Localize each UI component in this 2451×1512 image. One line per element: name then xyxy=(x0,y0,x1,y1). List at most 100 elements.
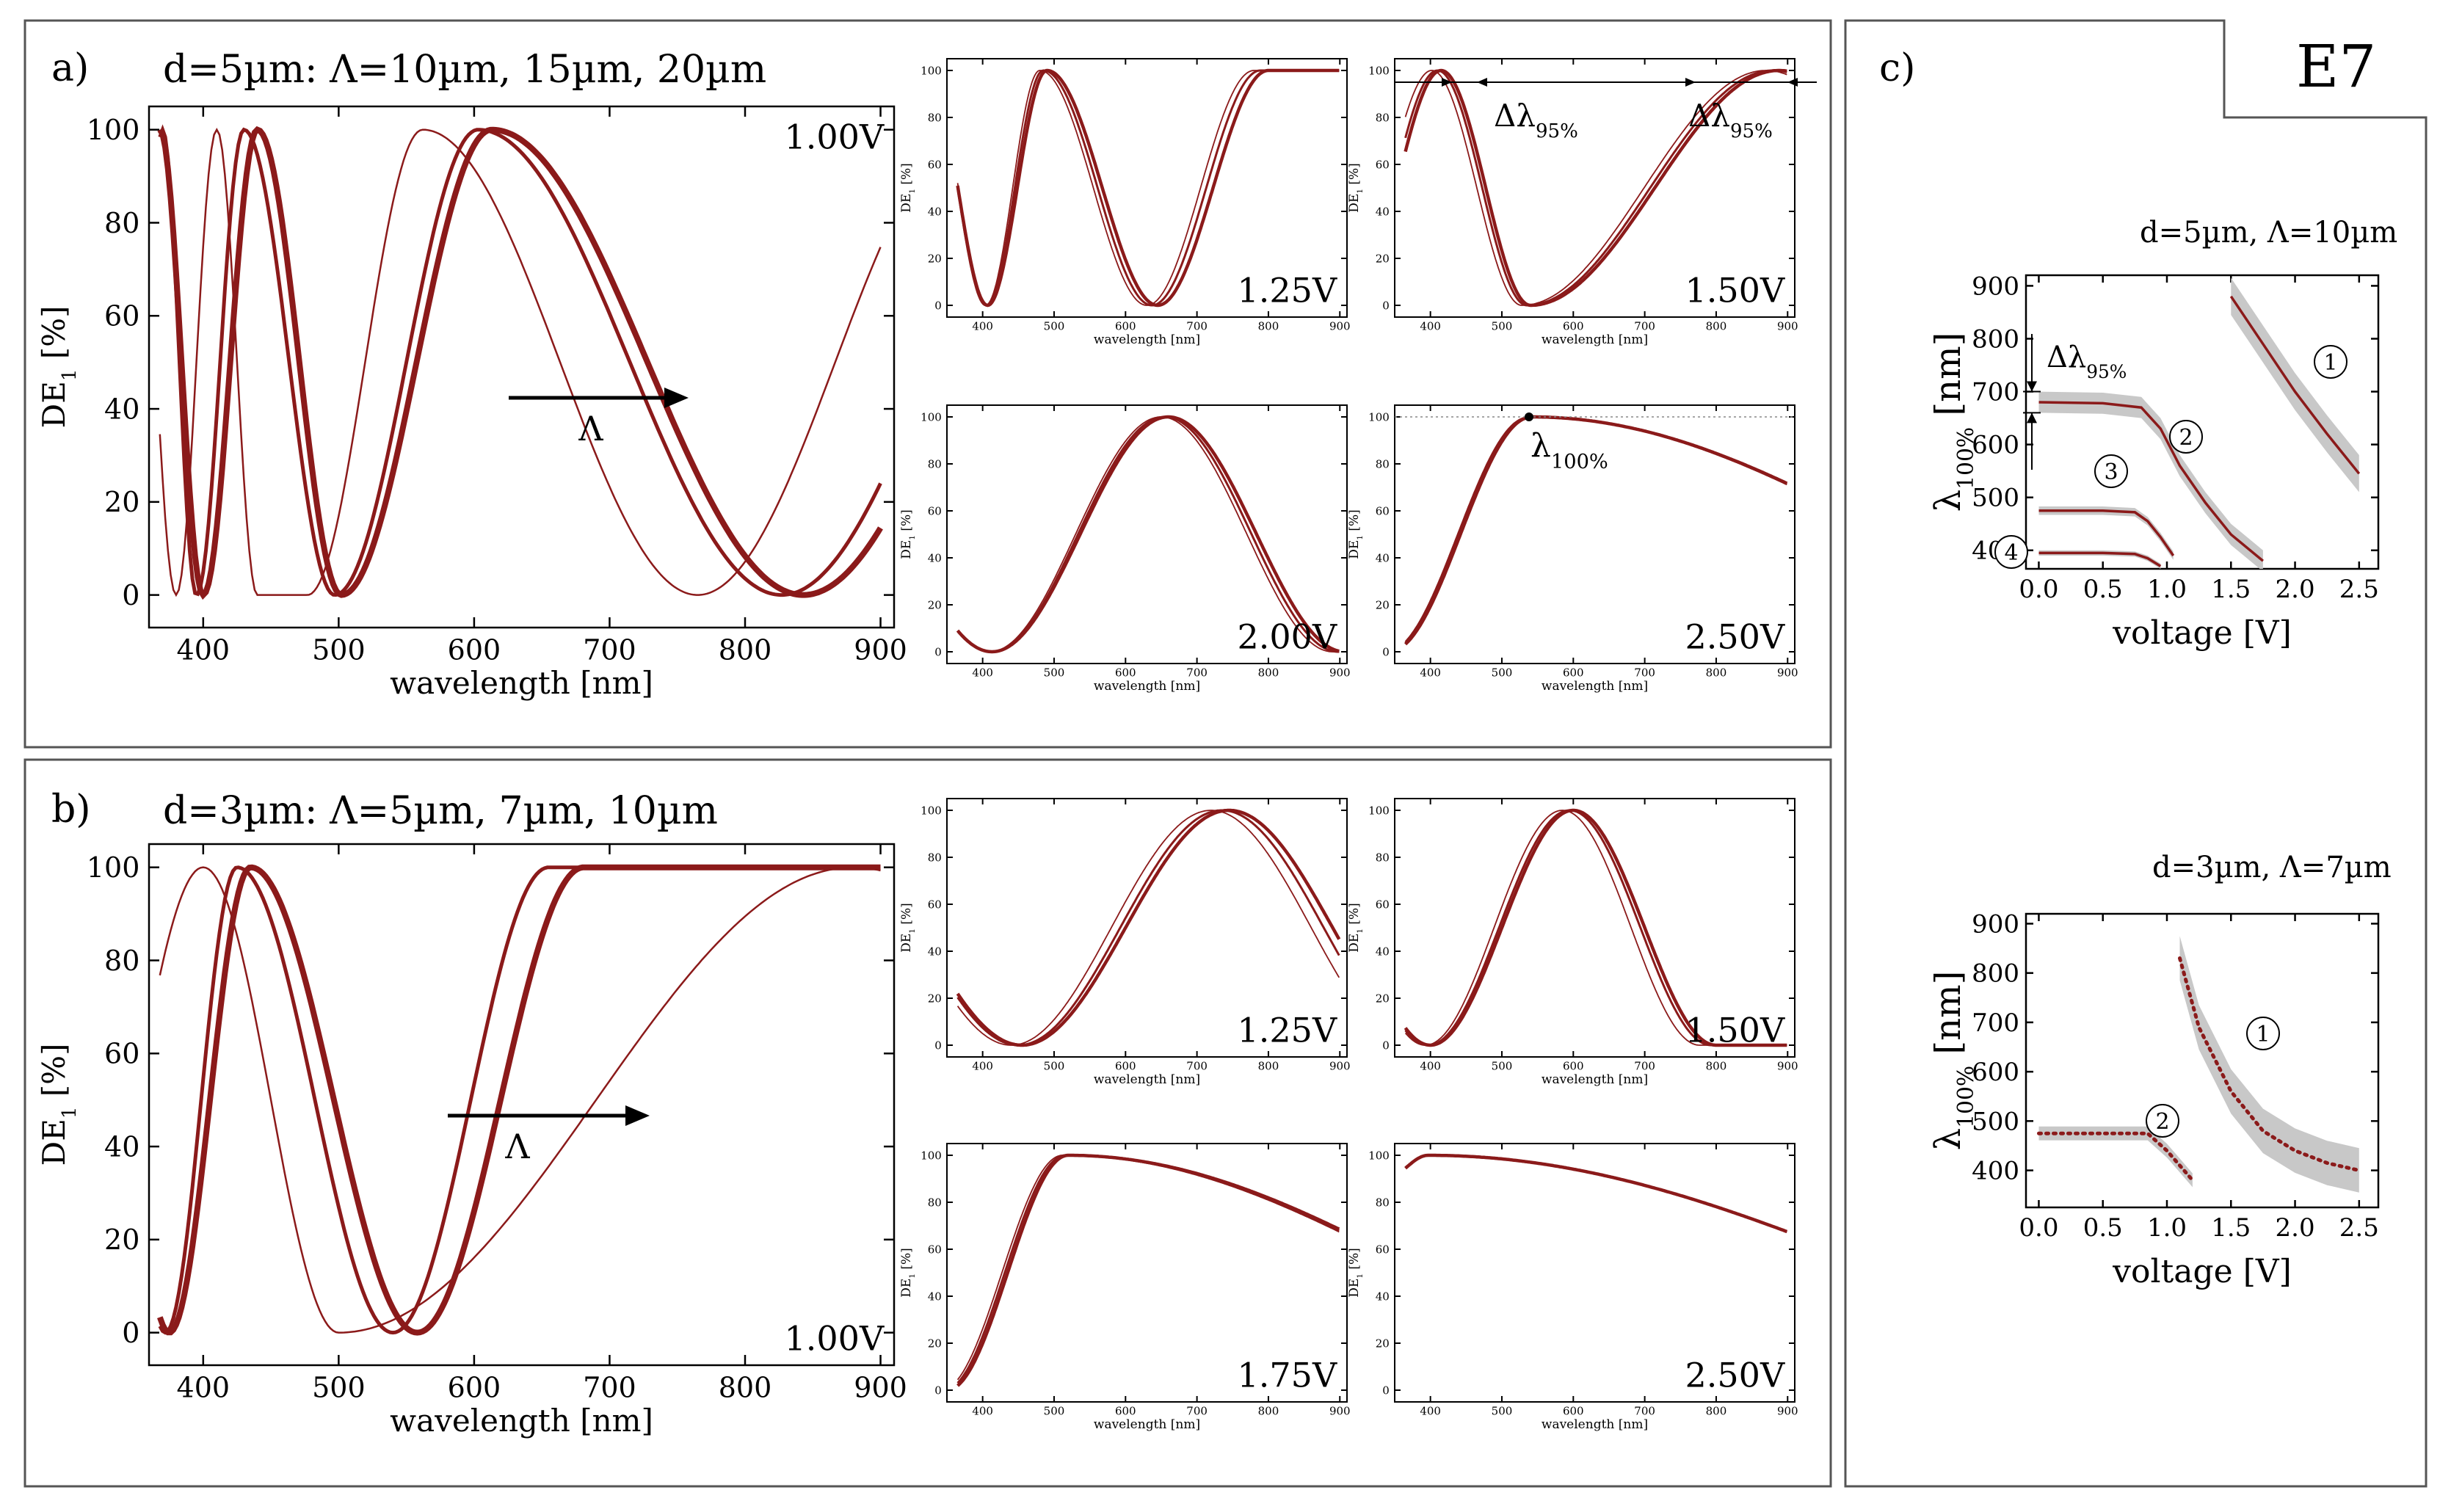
b-main-xtick-label: 500 xyxy=(312,1372,366,1404)
c-top-ytick-label: 900 xyxy=(1972,272,2019,301)
a-250-ylabel-unit: [%] xyxy=(1347,509,1362,535)
b-150-ytick-label: 80 xyxy=(1376,851,1390,864)
b-main-voltage-label: 1.00V xyxy=(785,1318,885,1358)
c-top-branch-3-band xyxy=(2038,506,2174,560)
c-top-label-3-circle xyxy=(2094,454,2128,488)
b-250-xtick-label: 500 xyxy=(1492,1404,1513,1417)
a-250-ytick-label: 80 xyxy=(1376,457,1390,470)
a-main-xtick-label: 400 xyxy=(177,634,230,666)
a-125-xtick-label: 600 xyxy=(1115,319,1136,332)
b-175-ytick-label: 0 xyxy=(934,1384,942,1397)
c-bottom-plot-frame xyxy=(2025,912,2380,1209)
b-175-ytick-label: 60 xyxy=(928,1243,942,1256)
a-main-ylabel-main: DE xyxy=(36,381,72,428)
a-main-xtick-label: 700 xyxy=(583,634,636,666)
a-200-ytick-label: 80 xyxy=(928,457,942,470)
a-150-xtick-label: 400 xyxy=(1420,319,1441,332)
c-top-branch-1-band xyxy=(2231,277,2359,493)
a-150-ytick-label: 20 xyxy=(1376,252,1390,265)
a-150-xtick-label: 600 xyxy=(1563,319,1584,332)
a-250-ytick-label: 100 xyxy=(1368,410,1390,424)
a-200-plot-frame xyxy=(946,404,1348,664)
c-bottom-label-1-text: 1 xyxy=(2256,1022,2270,1047)
a-200-ylabel-unit: [%] xyxy=(899,509,914,535)
a-200-xtick-label: 800 xyxy=(1258,666,1279,679)
c-top-plot-frame xyxy=(2025,274,2380,570)
b-250-xtick-label: 400 xyxy=(1420,1404,1441,1417)
b-250-ytick-label: 60 xyxy=(1376,1243,1390,1256)
a-250-peak-dot xyxy=(1524,412,1533,421)
c-bottom-ytick-label: 600 xyxy=(1972,1058,2019,1087)
a-200-xtick-label: 500 xyxy=(1044,666,1065,679)
a-125-ytick-label: 80 xyxy=(928,111,942,124)
a-main-series-3 xyxy=(157,126,883,600)
a-200-voltage-label: 2.00V xyxy=(1238,617,1337,656)
b-175-xlabel: wavelength [nm] xyxy=(1094,1417,1200,1432)
a-main-axes: 400 500 600 700 800 900 0 20 40 60 80 100 wavelength… xyxy=(36,105,907,701)
panel-c-frame xyxy=(1844,19,2428,1488)
a-150-xtick-label: 800 xyxy=(1706,319,1727,332)
c-top-label-3-text: 3 xyxy=(2104,459,2118,485)
b-main-xtick-label: 700 xyxy=(583,1372,636,1404)
b-175-ytick-label: 20 xyxy=(928,1337,942,1350)
c-bottom-xtick-label: 2.0 xyxy=(2276,1213,2315,1243)
c-top-label-4-circle xyxy=(1994,535,2028,569)
a-125-series-3 xyxy=(956,68,1340,308)
a-200-ylabel: DE1 [%] xyxy=(899,509,917,559)
b-125-xtick-label: 900 xyxy=(1329,1059,1351,1072)
a-250-ytick-label: 40 xyxy=(1376,551,1390,564)
c-bottom-ytick-label: 500 xyxy=(1972,1107,2019,1136)
a-200-xtick-label: 600 xyxy=(1115,666,1136,679)
a-200-series-1 xyxy=(956,416,1340,653)
a-150-delta-right-main: Δλ xyxy=(1688,98,1730,134)
b-150-voltage-label: 1.50V xyxy=(1685,1010,1785,1050)
b-125-ytick-label: 40 xyxy=(928,945,942,958)
a-125-xtick-label: 800 xyxy=(1258,319,1279,332)
a-200-ylabel-sub: 1 xyxy=(908,535,917,540)
charts-layer: 400 500 600 700 800 900 0 20 40 60 80 100 wavelength… xyxy=(36,58,2380,1439)
a-250-ytick-label: 20 xyxy=(1376,598,1390,611)
a-main-xtick-label: 900 xyxy=(854,634,907,666)
a-main-plot-frame xyxy=(148,105,896,629)
a-200-ytick-label: 40 xyxy=(928,551,942,564)
b-250-series-3 xyxy=(1404,1153,1788,1234)
b-main-series-2 xyxy=(158,865,881,1335)
c-top-label-4-text: 4 xyxy=(2004,540,2018,566)
b-125-ylabel-main: DE xyxy=(899,934,914,953)
a-250-xtick-label: 800 xyxy=(1706,666,1727,679)
a-125-ytick-label: 20 xyxy=(928,252,942,265)
b-175-xtick-label: 400 xyxy=(972,1404,993,1417)
a-150-delta-right: Δλ95% xyxy=(1688,98,1773,142)
b-250-ylabel-main: DE xyxy=(1347,1279,1362,1298)
a-125-axes: 400 500 600 700 800 900 0 20 40 60 80 100 wavelength… xyxy=(899,58,1351,347)
b-main-axes: 400 500 600 700 800 900 0 20 40 60 80 100 wavelength… xyxy=(36,843,907,1439)
b-125-xlabel: wavelength [nm] xyxy=(1094,1072,1200,1087)
b-150-xtick-label: 400 xyxy=(1420,1059,1441,1072)
a-250-plot-frame xyxy=(1394,404,1795,664)
b-150-ylabel-unit: [%] xyxy=(1347,903,1362,928)
a-200-ylabel-main: DE xyxy=(899,540,914,559)
b-175-ylabel: DE1 [%] xyxy=(899,1248,917,1298)
a-main-xtick-label: 600 xyxy=(448,634,501,666)
b-250-ytick-label: 40 xyxy=(1376,1290,1390,1303)
b-150-xlabel: wavelength [nm] xyxy=(1542,1072,1648,1087)
a-150-xtick-label: 900 xyxy=(1777,319,1798,332)
c-bottom-branch-2-line xyxy=(2037,1131,2195,1182)
a-lambda-arrowhead xyxy=(664,388,689,408)
c-bottom-ytick-label: 400 xyxy=(1972,1156,2019,1185)
c-top-xtick-label: 1.5 xyxy=(2211,575,2251,604)
c-bottom-branch-1-band xyxy=(2179,936,2359,1193)
b-175-ytick-label: 40 xyxy=(928,1290,942,1303)
b-main-ytick-label: 60 xyxy=(104,1038,139,1070)
a-150-ylabel-unit: [%] xyxy=(1347,163,1362,189)
a-main-xtick-label: 800 xyxy=(719,634,772,666)
a-250-axes: 400 500 600 700 800 900 0 20 40 60 80 100 wavelength… xyxy=(1347,404,1798,694)
a-125-xtick-label: 500 xyxy=(1044,319,1065,332)
a-200-ytick-label: 100 xyxy=(921,410,942,424)
c-top-ytick-label: 500 xyxy=(1972,484,2019,513)
a-150-95-arrowhead xyxy=(1442,78,1452,87)
b-125-plot-frame xyxy=(946,798,1348,1058)
a-200-axes: 400 500 600 700 800 900 0 20 40 60 80 100 wavelength… xyxy=(899,404,1351,694)
a-150-xtick-label: 700 xyxy=(1634,319,1655,332)
a-125-xtick-label: 900 xyxy=(1329,319,1351,332)
